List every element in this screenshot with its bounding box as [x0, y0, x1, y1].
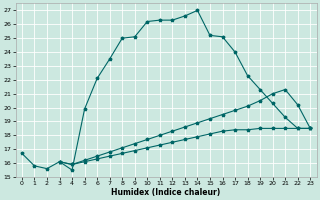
X-axis label: Humidex (Indice chaleur): Humidex (Indice chaleur): [111, 188, 221, 197]
